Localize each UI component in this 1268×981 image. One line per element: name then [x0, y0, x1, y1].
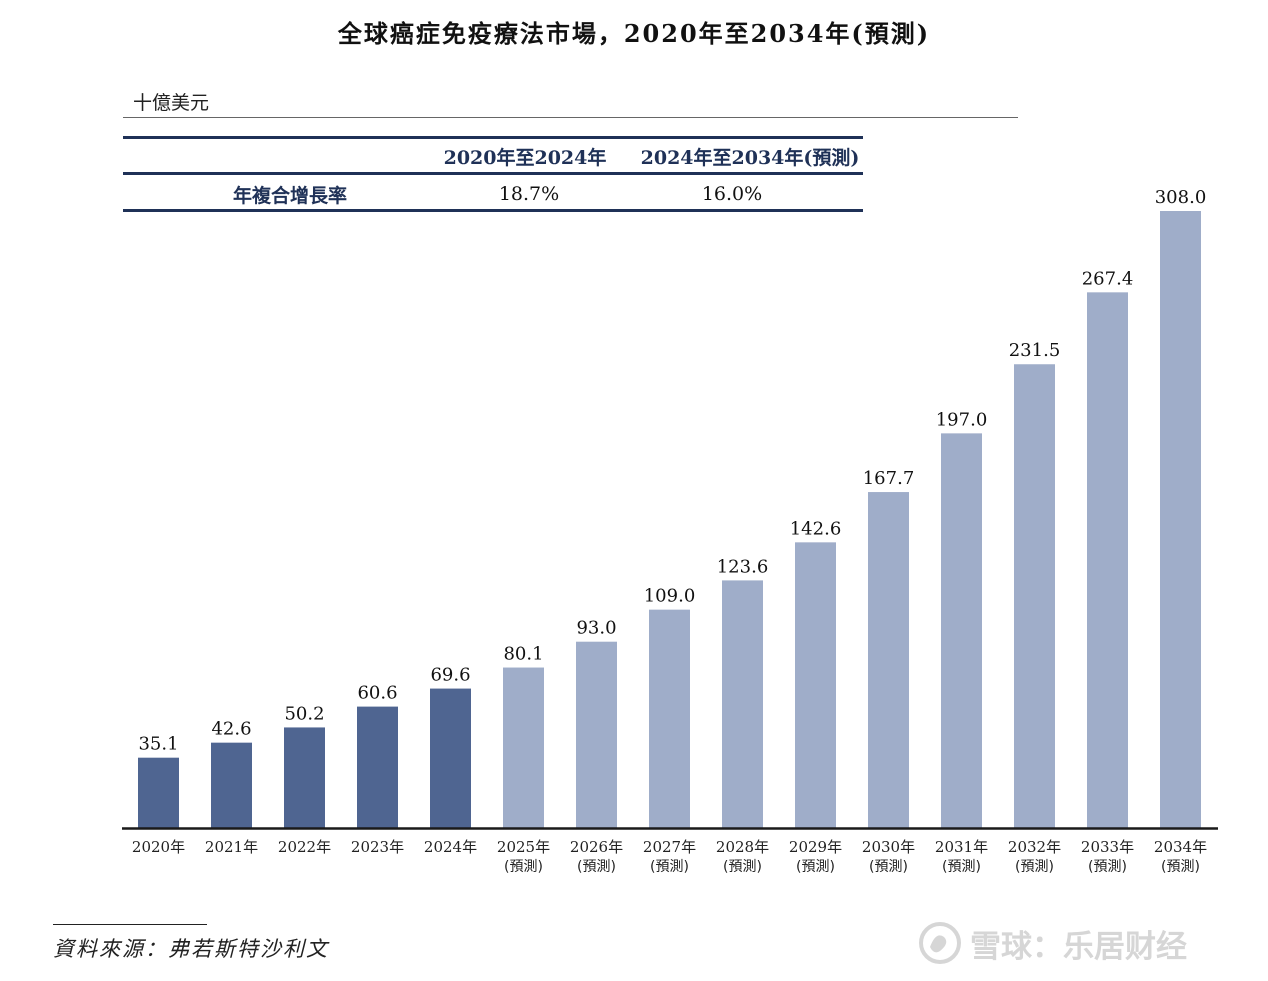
bar-14	[1160, 211, 1201, 828]
x-tick-sublabel-8: (預測)	[723, 859, 762, 875]
cagr-table-top-rule	[123, 136, 863, 139]
chart-title: 全球癌症免疫療法市場，2020年至2034年(預測)	[337, 19, 931, 48]
bar-value-label-14: 308.0	[1155, 187, 1207, 208]
bar-value-label-7: 109.0	[644, 586, 696, 607]
bar-value-label-0: 35.1	[138, 734, 178, 755]
x-tick-sublabel-14: (預測)	[1161, 859, 1200, 875]
unit-label: 十億美元	[133, 92, 210, 114]
bar-10	[868, 492, 909, 828]
bar-value-label-3: 60.6	[357, 683, 397, 704]
x-tick-label-1: 2021年	[205, 838, 258, 856]
bar-0	[138, 757, 179, 828]
x-tick-label-13: 2033年	[1081, 838, 1134, 856]
bar-12	[1014, 364, 1055, 828]
bar-9	[795, 542, 836, 828]
x-tick-label-6: 2026年	[570, 838, 623, 856]
watermark: 雪球：乐居财经	[918, 918, 1187, 968]
x-tick-label-12: 2032年	[1008, 838, 1061, 856]
cagr-value-2020-2024: 18.7%	[498, 183, 560, 205]
cagr-row-label: 年複合增長率	[232, 185, 347, 207]
x-tick-label-11: 2031年	[935, 838, 988, 856]
bar-value-label-10: 167.7	[863, 468, 915, 489]
bar-value-label-1: 42.6	[211, 719, 251, 740]
x-tick-sublabel-13: (預測)	[1088, 859, 1127, 875]
bar-7	[649, 609, 690, 828]
bar-13	[1087, 292, 1128, 829]
bar-value-label-9: 142.6	[790, 518, 842, 539]
x-tick-sublabel-5: (預測)	[504, 859, 543, 875]
bar-2	[284, 727, 325, 828]
bar-value-label-8: 123.6	[717, 556, 769, 577]
x-tick-label-10: 2030年	[862, 838, 915, 856]
bar-8	[722, 580, 763, 828]
x-tick-label-2: 2022年	[278, 838, 331, 856]
x-tick-sublabel-9: (預測)	[796, 859, 835, 875]
cagr-header-2020-2024: 2020年至2024年	[443, 147, 607, 169]
bar-value-label-4: 69.6	[430, 665, 470, 686]
bar-6	[576, 641, 617, 828]
unit-divider	[123, 117, 1018, 118]
x-tick-label-3: 2023年	[351, 838, 404, 856]
bar-value-label-6: 93.0	[576, 618, 616, 639]
x-tick-label-14: 2034年	[1154, 838, 1207, 856]
bar-4	[430, 688, 471, 828]
bar-value-label-12: 231.5	[1009, 340, 1061, 361]
bar-5	[503, 667, 544, 828]
source-note: 資料來源：弗若斯特沙利文	[53, 937, 329, 961]
x-tick-sublabel-6: (預測)	[577, 859, 616, 875]
x-tick-label-8: 2028年	[716, 838, 769, 856]
x-tick-label-7: 2027年	[643, 838, 696, 856]
bar-3	[357, 706, 398, 828]
bar-value-label-13: 267.4	[1082, 268, 1134, 289]
cagr-value-2024-2034: 16.0%	[701, 183, 763, 205]
x-tick-label-9: 2029年	[789, 838, 842, 856]
x-tick-sublabel-12: (預測)	[1015, 859, 1054, 875]
bar-1	[211, 742, 252, 828]
cagr-table-mid-rule	[123, 172, 863, 175]
x-tick-sublabel-11: (預測)	[942, 859, 981, 875]
bar-value-label-11: 197.0	[936, 409, 988, 430]
source-divider	[53, 924, 207, 925]
x-tick-label-0: 2020年	[132, 838, 185, 856]
cagr-header-2024-2034: 2024年至2034年(預測)	[640, 147, 860, 169]
cagr-table-bottom-rule	[123, 209, 863, 212]
x-tick-label-5: 2025年	[497, 838, 550, 856]
bar-11	[941, 433, 982, 828]
snowball-logo-icon	[919, 922, 961, 964]
x-tick-sublabel-7: (預測)	[650, 859, 689, 875]
x-tick-label-4: 2024年	[424, 838, 477, 856]
watermark-text: 雪球：乐居财经	[970, 928, 1187, 965]
x-tick-sublabel-10: (預測)	[869, 859, 908, 875]
bar-value-label-5: 80.1	[503, 644, 543, 665]
bar-value-label-2: 50.2	[284, 703, 324, 724]
